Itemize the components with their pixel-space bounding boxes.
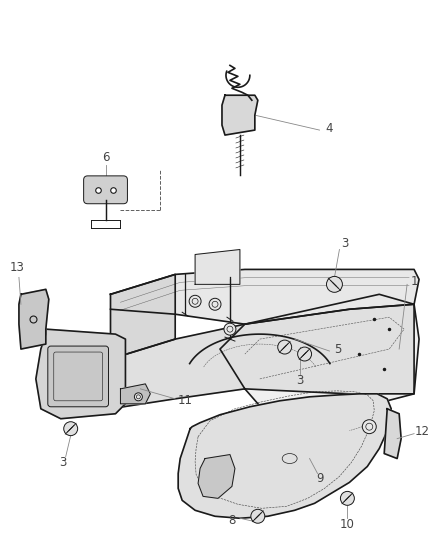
Text: 9: 9: [316, 472, 323, 485]
Text: 12: 12: [415, 425, 430, 438]
Polygon shape: [121, 384, 150, 404]
Polygon shape: [220, 294, 419, 429]
Text: 6: 6: [102, 151, 109, 165]
Text: 5: 5: [334, 343, 341, 356]
Circle shape: [251, 510, 265, 523]
Polygon shape: [36, 329, 125, 419]
Circle shape: [189, 295, 201, 307]
Text: 13: 13: [10, 261, 24, 274]
Circle shape: [362, 419, 376, 434]
Circle shape: [224, 323, 236, 335]
Circle shape: [64, 422, 78, 435]
Circle shape: [209, 298, 221, 310]
Text: 1: 1: [410, 275, 418, 288]
Text: 10: 10: [340, 518, 355, 531]
Polygon shape: [222, 95, 258, 135]
Polygon shape: [195, 249, 240, 285]
Polygon shape: [111, 304, 414, 409]
Polygon shape: [111, 269, 419, 324]
Polygon shape: [178, 394, 391, 518]
Polygon shape: [198, 455, 235, 498]
Polygon shape: [19, 289, 49, 349]
Circle shape: [298, 347, 312, 361]
Circle shape: [326, 277, 343, 292]
FancyBboxPatch shape: [83, 176, 128, 204]
Text: 8: 8: [228, 514, 236, 527]
Text: 4: 4: [326, 122, 333, 135]
FancyBboxPatch shape: [48, 346, 108, 407]
Text: 3: 3: [296, 374, 303, 387]
Circle shape: [340, 491, 354, 505]
Text: 11: 11: [178, 394, 193, 407]
Polygon shape: [384, 409, 401, 458]
Circle shape: [278, 340, 291, 354]
Circle shape: [135, 393, 142, 401]
Polygon shape: [111, 274, 175, 359]
Text: 3: 3: [341, 237, 348, 250]
Text: 3: 3: [59, 456, 66, 469]
